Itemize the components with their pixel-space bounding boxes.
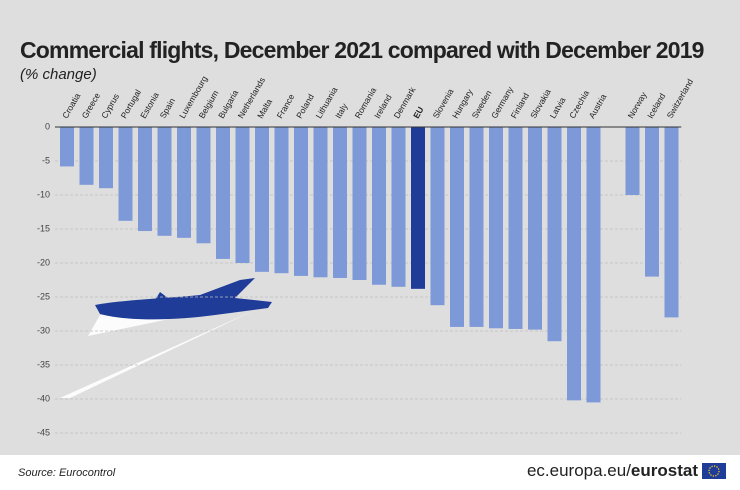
bar — [508, 127, 523, 329]
bar — [352, 127, 367, 280]
bar — [391, 127, 406, 287]
bar — [274, 127, 289, 274]
bar — [216, 127, 230, 259]
bar — [645, 127, 659, 277]
background — [0, 0, 740, 455]
airplane — [60, 278, 272, 398]
bar — [177, 127, 191, 238]
bar — [450, 127, 464, 327]
bar — [469, 127, 484, 327]
y-tick-label: -30 — [37, 325, 50, 335]
footer-url: ec.europa.eu/eurostat — [527, 461, 698, 480]
bar — [313, 127, 328, 278]
bar — [60, 127, 74, 167]
bar — [430, 127, 445, 306]
bar — [547, 127, 562, 342]
bar — [235, 127, 250, 263]
bar — [567, 127, 581, 401]
bar — [625, 127, 640, 195]
chart-title: Commercial flights, December 2021 compar… — [20, 37, 704, 63]
y-tick-label: 0 — [45, 121, 50, 131]
y-tick-label: -25 — [37, 291, 50, 301]
y-tick-label: -10 — [37, 189, 50, 199]
bar — [528, 127, 542, 330]
bar — [196, 127, 211, 244]
brand: eurostat — [631, 461, 698, 480]
bar — [255, 127, 269, 272]
bar — [157, 127, 172, 236]
bar — [411, 127, 425, 289]
bar — [138, 127, 152, 232]
y-tick-label: -15 — [37, 223, 50, 233]
bar — [99, 127, 113, 189]
subtitle: (% change) — [20, 66, 97, 83]
bar — [372, 127, 386, 285]
bar — [79, 127, 94, 185]
y-tick-label: -20 — [37, 257, 50, 267]
bar — [294, 127, 308, 276]
source: Source: Eurocontrol — [18, 467, 116, 479]
bar — [664, 127, 679, 318]
bar — [333, 127, 347, 278]
y-tick-label: -40 — [37, 393, 50, 403]
y-tick-label: -5 — [42, 155, 50, 165]
site: ec.europa.eu/ — [527, 461, 631, 480]
bar — [118, 127, 133, 221]
eu-flag — [702, 463, 726, 479]
bar — [586, 127, 601, 403]
y-tick-label: -35 — [37, 359, 50, 369]
y-tick-label: -45 — [37, 427, 50, 437]
bar — [489, 127, 503, 329]
